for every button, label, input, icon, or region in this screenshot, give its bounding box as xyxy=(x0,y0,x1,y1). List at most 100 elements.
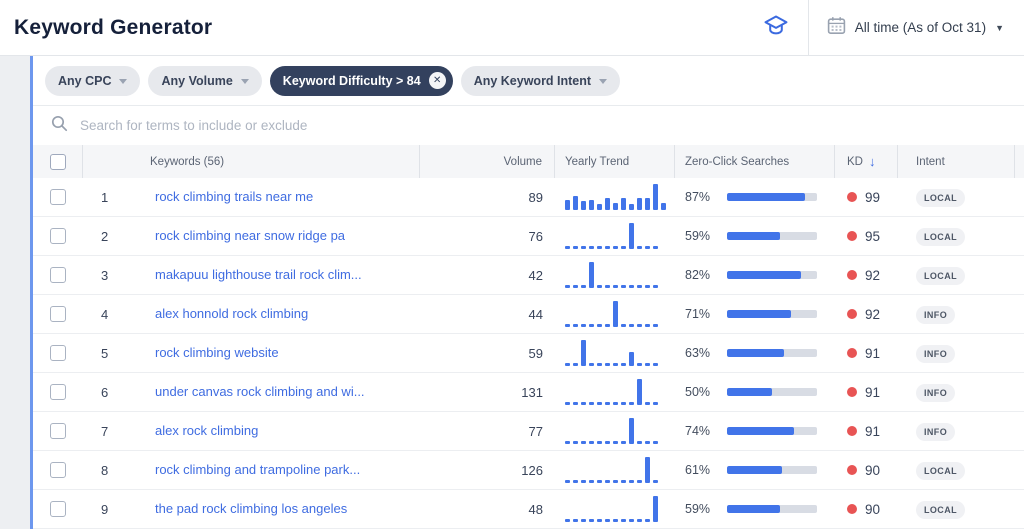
trend-bar xyxy=(605,480,610,483)
zero-click-value: 63% xyxy=(685,346,711,360)
trend-bar xyxy=(565,519,570,522)
zero-click-value: 74% xyxy=(685,424,711,438)
zero-click-bar xyxy=(727,193,817,201)
row-rank: 7 xyxy=(101,423,109,439)
row-checkbox[interactable] xyxy=(50,462,66,478)
volume-value: 44 xyxy=(528,306,543,322)
trend-bar xyxy=(621,246,626,249)
filter-chip-any-volume[interactable]: Any Volume xyxy=(148,65,262,96)
volume-value: 59 xyxy=(528,345,543,361)
keyword-link[interactable]: rock climbing and trampoline park... xyxy=(155,462,361,477)
keyword-link[interactable]: the pad rock climbing los angeles xyxy=(155,501,348,516)
keyword-link[interactable]: alex honnold rock climbing xyxy=(155,306,309,321)
keyword-link[interactable]: alex rock climbing xyxy=(155,423,259,438)
row-checkbox[interactable] xyxy=(50,267,66,283)
trend-bar xyxy=(573,519,578,522)
trend-bar xyxy=(613,203,618,210)
trend-bar xyxy=(597,402,602,405)
trend-bar xyxy=(637,324,642,327)
trend-sparkline xyxy=(565,221,658,249)
row-rank: 1 xyxy=(101,189,109,205)
kd-dot-icon xyxy=(847,270,857,280)
row-rank: 6 xyxy=(101,384,109,400)
trend-bar xyxy=(637,379,642,405)
trend-bar xyxy=(629,352,634,366)
education-button[interactable] xyxy=(744,0,808,55)
intent-cell: LOCAL xyxy=(898,188,1015,207)
trend-bar xyxy=(605,363,610,366)
trend-bar xyxy=(573,324,578,327)
filter-chip-any-keyword-intent[interactable]: Any Keyword Intent xyxy=(460,65,621,96)
keyword-link[interactable]: rock climbing website xyxy=(155,345,279,360)
trend-bar xyxy=(637,519,642,522)
search-input[interactable] xyxy=(80,118,1024,133)
row-checkbox[interactable] xyxy=(50,345,66,361)
header-volume[interactable]: Volume xyxy=(420,145,555,178)
intent-badge: LOCAL xyxy=(916,188,965,207)
row-checkbox[interactable] xyxy=(50,423,66,439)
kd-cell: 91 xyxy=(835,346,898,361)
trend-bar xyxy=(573,246,578,249)
trend-bar xyxy=(645,363,650,366)
header-kd[interactable]: KD ↓ xyxy=(835,145,898,178)
page-title: Keyword Generator xyxy=(14,15,213,39)
keyword-link[interactable]: rock climbing trails near me xyxy=(155,189,314,204)
kd-value: 91 xyxy=(865,384,881,400)
trend-bar xyxy=(645,457,650,483)
row-checkbox-cell xyxy=(33,451,83,489)
trend-bar xyxy=(605,519,610,522)
zero-click-fill xyxy=(727,310,791,318)
trend-bar xyxy=(581,285,586,288)
keyword-link[interactable]: rock climbing near snow ridge pa xyxy=(155,228,346,243)
trend-bar xyxy=(645,285,650,288)
intent-cell: INFO xyxy=(898,422,1015,441)
keyword-link[interactable]: under canvas rock climbing and wi... xyxy=(155,384,365,399)
trend-bar xyxy=(613,402,618,405)
header-keywords[interactable]: Keywords (56) xyxy=(150,145,420,178)
row-rank: 8 xyxy=(101,462,109,478)
zero-click-value: 50% xyxy=(685,385,711,399)
filter-chip-any-cpc[interactable]: Any CPC xyxy=(45,65,141,96)
trend-bar xyxy=(621,402,626,405)
trend-bar xyxy=(637,198,642,210)
trend-bar xyxy=(597,324,602,327)
date-range-selector[interactable]: All time (As of Oct 31) ▼ xyxy=(809,0,1024,55)
zero-click-cell: 61% xyxy=(675,463,835,477)
keyword-cell: under canvas rock climbing and wi... xyxy=(150,383,420,401)
volume-value: 126 xyxy=(521,462,543,478)
row-checkbox[interactable] xyxy=(50,501,66,517)
volume-value: 48 xyxy=(528,501,543,517)
remove-filter-icon[interactable]: ✕ xyxy=(428,72,446,89)
intent-cell: LOCAL xyxy=(898,500,1015,519)
row-checkbox[interactable] xyxy=(50,384,66,400)
trend-bar xyxy=(597,519,602,522)
row-checkbox[interactable] xyxy=(50,228,66,244)
zero-click-cell: 82% xyxy=(675,268,835,282)
trend-bar xyxy=(613,441,618,444)
trend-bar xyxy=(629,223,634,249)
trend-bar xyxy=(605,285,610,288)
header-intent[interactable]: Intent xyxy=(898,145,1015,178)
kd-dot-icon xyxy=(847,465,857,475)
table-row: 5 rock climbing website 59 63% 91 INFO xyxy=(33,334,1024,373)
kd-cell: 95 xyxy=(835,229,898,244)
header-yearly-trend[interactable]: Yearly Trend xyxy=(555,145,675,178)
select-all-checkbox[interactable] xyxy=(49,153,66,170)
filter-chip-keyword-difficulty[interactable]: Keyword Difficulty > 84 ✕ xyxy=(269,65,453,96)
trend-cell xyxy=(555,490,675,528)
table-row: 2 rock climbing near snow ridge pa 76 59… xyxy=(33,217,1024,256)
keyword-link[interactable]: makapuu lighthouse trail rock clim... xyxy=(155,267,362,282)
kd-cell: 90 xyxy=(835,502,898,517)
row-checkbox[interactable] xyxy=(50,306,66,322)
table-body: 1 rock climbing trails near me 89 87% 99… xyxy=(33,178,1024,529)
header-zero-click[interactable]: Zero-Click Searches xyxy=(675,145,835,178)
kd-value: 91 xyxy=(865,345,881,361)
topbar-right: All time (As of Oct 31) ▼ xyxy=(744,0,1024,55)
trend-bar xyxy=(597,204,602,210)
kd-value: 90 xyxy=(865,462,881,478)
kd-cell: 92 xyxy=(835,268,898,283)
trend-bar xyxy=(581,402,586,405)
trend-bar xyxy=(605,324,610,327)
zero-click-bar xyxy=(727,505,817,513)
row-checkbox[interactable] xyxy=(50,189,66,205)
